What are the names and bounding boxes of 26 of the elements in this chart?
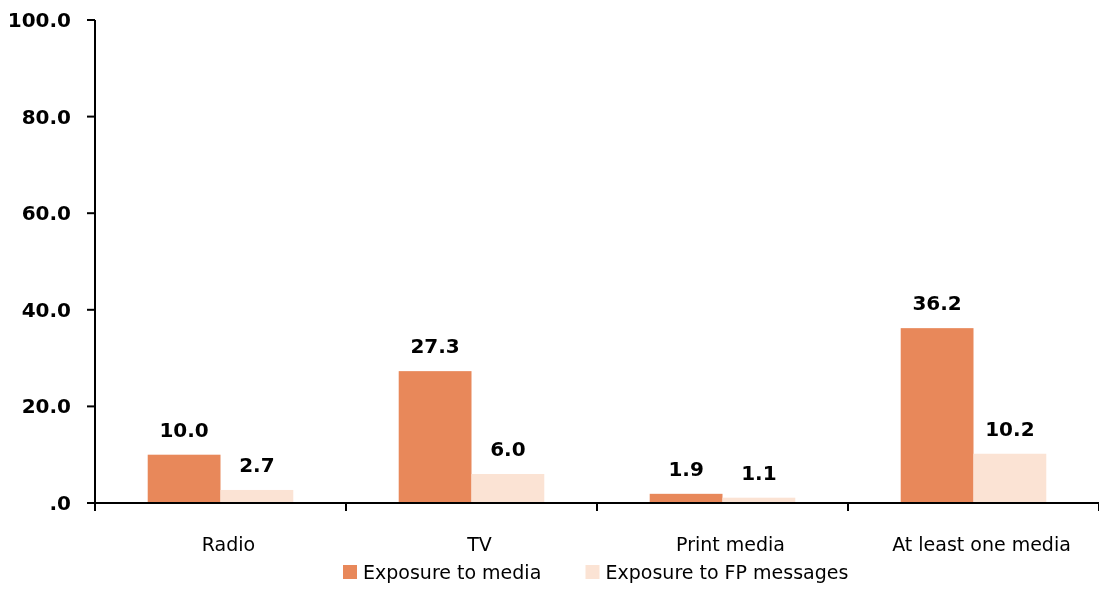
bar [973,453,1047,503]
x-tick-label: TV [466,533,492,555]
bar [900,328,974,503]
data-label: 10.0 [159,417,209,442]
bar [147,454,221,503]
bar [220,489,294,503]
y-tick-label: 60.0 [21,201,71,226]
data-label: 2.7 [239,452,275,477]
x-tick-label: At least one media [892,533,1071,555]
y-tick-label: 20.0 [21,394,71,419]
data-label: 1.1 [741,460,777,485]
y-tick-label: .0 [49,491,71,515]
y-tick-label: 40.0 [21,297,71,322]
data-label: 1.9 [668,456,704,481]
legend-label: Exposure to media [363,561,542,583]
y-tick-label: 80.0 [21,104,71,129]
data-label: 6.0 [490,437,526,462]
legend-label: Exposure to FP messages [605,561,849,583]
bar [398,371,472,503]
bar [471,474,545,503]
x-tick-label: Radio [201,533,256,555]
data-label: 10.2 [985,416,1035,441]
x-tick-label: Print media [676,533,785,555]
data-label: 27.3 [410,334,460,359]
y-tick-label: 100.0 [7,8,71,32]
data-label: 36.2 [912,291,962,316]
